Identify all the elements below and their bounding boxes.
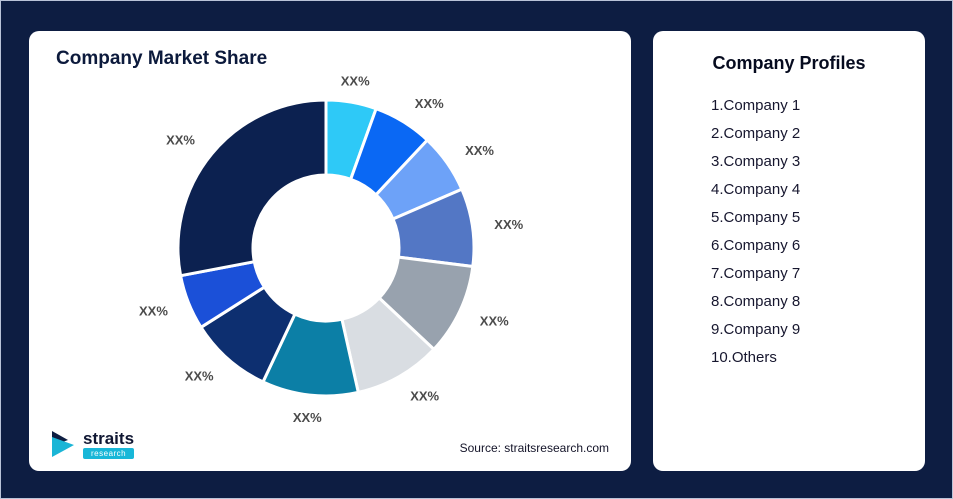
- straits-research-logo: straits research: [51, 429, 135, 459]
- segment-percentage-label: XX%: [465, 143, 494, 158]
- company-list-item: 4.Company 4: [711, 181, 801, 198]
- company-list-item: 8.Company 8: [711, 293, 801, 310]
- company-list-item: 5.Company 5: [711, 209, 801, 226]
- donut-chart: XX% XX% XX% XX% XX% XX% XX% XX% XX% XX%: [139, 74, 524, 426]
- segment-percentage-label: XX%: [410, 389, 439, 404]
- company-list: 1.Company 1 2.Company 2 3.Company 3 4.Compa…: [653, 92, 925, 372]
- logo-text: straits research: [83, 429, 135, 459]
- company-list-item: 3.Company 3: [711, 153, 801, 170]
- company-list-item: 10.Others: [711, 349, 777, 366]
- straits-logo-icon: [52, 430, 74, 457]
- company-list-item: 1.Company 1: [711, 97, 801, 114]
- segment-percentage-label: XX%: [494, 217, 523, 232]
- donut-segment-others: [176, 98, 328, 278]
- company-list-item: 2.Company 2: [711, 125, 801, 142]
- segment-percentage-label: XX%: [166, 133, 195, 148]
- company-list-item: 6.Company 6: [711, 237, 801, 254]
- market-share-card: Company Market Share XX% XX% XX% XX% XX% XX% X…: [29, 31, 631, 471]
- segment-percentage-label: XX%: [480, 313, 509, 328]
- segment-percentage-label: XX%: [185, 369, 214, 384]
- segment-percentage-label: XX%: [415, 96, 444, 111]
- segment-percentage-label: XX%: [293, 410, 322, 425]
- company-profiles-card: Company Profiles 1.Company 1 2.Company 2 3…: [653, 31, 925, 471]
- logo-sub-text: research: [83, 448, 135, 459]
- source-attribution: Source: straitsresearch.com: [459, 441, 609, 455]
- profiles-title: Company Profiles: [712, 53, 866, 73]
- company-list-item: 7.Company 7: [711, 265, 801, 282]
- segment-percentage-label: XX%: [341, 74, 370, 89]
- company-list-item: 9.Company 9: [711, 321, 801, 338]
- logo-brand-text: straits: [83, 429, 135, 448]
- segment-percentage-label: XX%: [139, 304, 168, 319]
- chart-title: Company Market Share: [56, 48, 268, 69]
